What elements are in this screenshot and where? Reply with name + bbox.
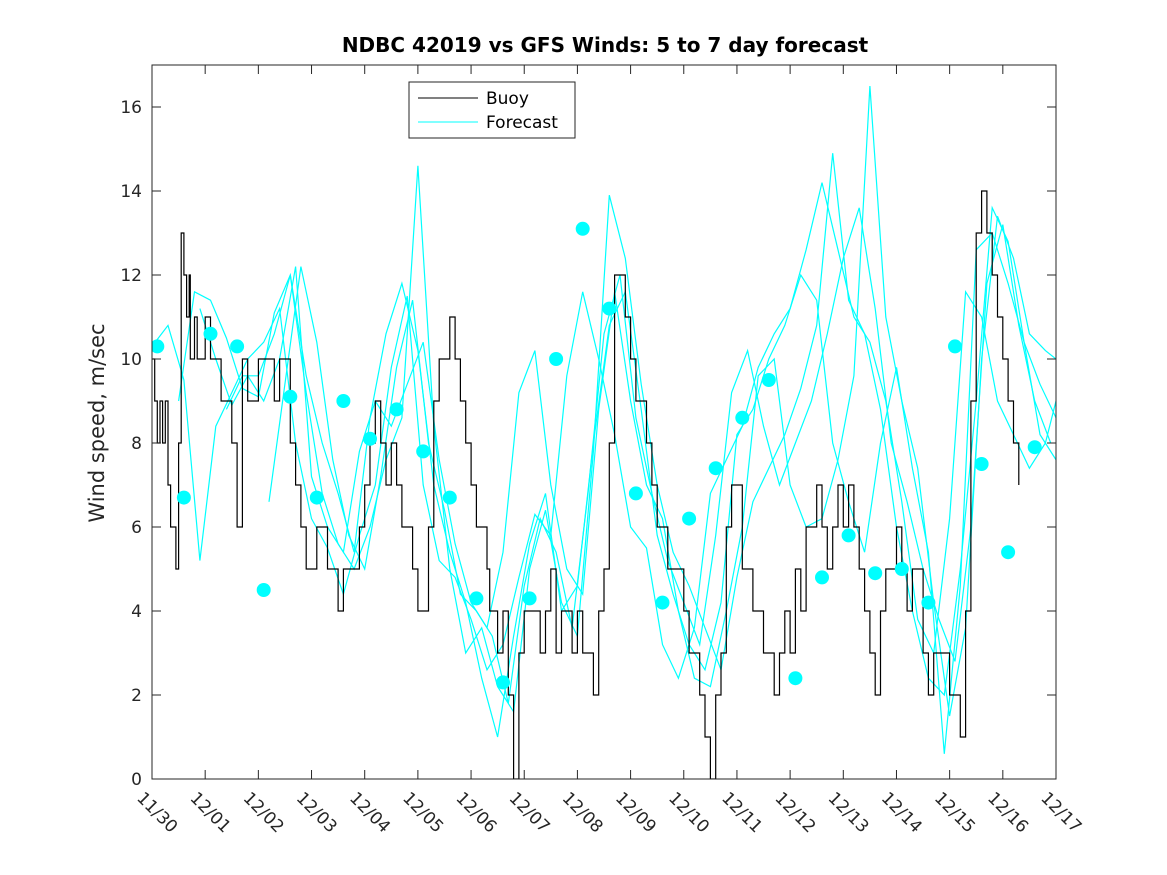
y-axis-label: Wind speed, m/sec bbox=[85, 323, 109, 522]
forecast-dot bbox=[815, 570, 829, 585]
forecast-dot bbox=[256, 583, 271, 597]
legend-box bbox=[408, 81, 576, 139]
forecast-dot bbox=[152, 339, 165, 354]
y-tick-label: 4 bbox=[131, 602, 142, 622]
forecast-dot bbox=[1001, 545, 1016, 560]
forecast-dot bbox=[735, 410, 750, 425]
y-tick-label: 16 bbox=[120, 98, 142, 118]
forecast-dot bbox=[655, 595, 670, 610]
forecast-dot bbox=[283, 389, 298, 404]
forecast-line-4 bbox=[225, 231, 1056, 754]
forecast-dot bbox=[309, 490, 324, 505]
chart-title: NDBC 42019 vs GFS Winds: 5 to 7 day fore… bbox=[342, 33, 869, 57]
forecast-dot bbox=[496, 675, 510, 690]
forecast-dot bbox=[522, 591, 537, 606]
forecast-dot bbox=[682, 511, 697, 526]
forecast-dot bbox=[628, 486, 643, 501]
forecast-dot bbox=[921, 595, 936, 610]
y-tick-label: 8 bbox=[131, 434, 142, 454]
y-tick-label: 10 bbox=[120, 350, 142, 370]
forecast-dot bbox=[389, 402, 404, 417]
forecast-dot bbox=[868, 566, 883, 581]
forecast-line-3 bbox=[199, 85, 1056, 717]
forecast-dot bbox=[841, 528, 856, 543]
y-tick-label: 12 bbox=[120, 266, 142, 286]
forecast-dot bbox=[788, 671, 803, 686]
forecast-dot bbox=[442, 490, 457, 505]
forecast-dot bbox=[761, 373, 776, 387]
data-layer bbox=[152, 85, 1056, 779]
y-tick-label: 14 bbox=[120, 182, 142, 202]
forecast-dot bbox=[230, 339, 245, 354]
forecast-line-2 bbox=[178, 153, 1056, 714]
forecast-line-1 bbox=[152, 182, 1056, 680]
legend-buoy-label: Buoy bbox=[486, 89, 529, 109]
forecast-dot bbox=[363, 431, 377, 446]
forecast-dot bbox=[974, 457, 989, 471]
y-tick-label: 0 bbox=[131, 770, 142, 790]
forecast-dot bbox=[602, 301, 617, 316]
forecast-dot bbox=[948, 339, 962, 354]
plot-area-frame bbox=[151, 64, 1057, 780]
forecast-dot bbox=[203, 326, 218, 341]
forecast-dot bbox=[336, 394, 351, 408]
forecast-dot bbox=[176, 490, 191, 505]
legend-forecast-label: Forecast bbox=[486, 113, 558, 133]
forecast-dot bbox=[1027, 440, 1042, 455]
forecast-dot bbox=[575, 221, 590, 236]
forecast-dot bbox=[708, 461, 723, 476]
forecast-dot bbox=[416, 444, 431, 459]
forecast-dot bbox=[469, 591, 484, 606]
forecast-dot bbox=[549, 352, 564, 366]
y-tick-label: 2 bbox=[131, 686, 142, 706]
legend: Buoy Forecast bbox=[408, 81, 576, 139]
buoy-line bbox=[152, 190, 1020, 779]
y-tick-label: 6 bbox=[131, 518, 142, 538]
forecast-dot bbox=[894, 562, 909, 576]
